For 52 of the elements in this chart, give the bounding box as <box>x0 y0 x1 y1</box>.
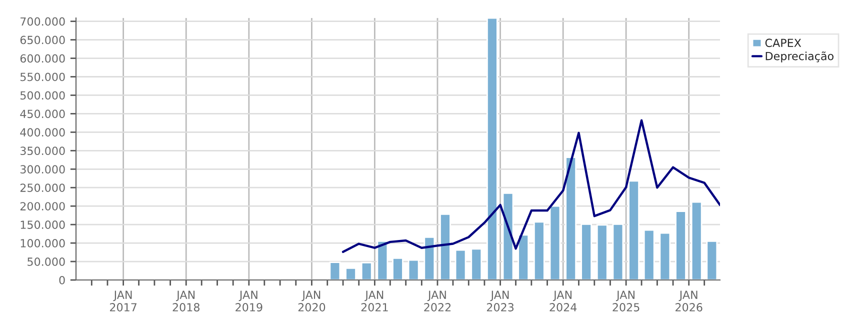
bar <box>424 236 436 280</box>
y-tick-label: 450.000 <box>20 110 65 118</box>
y-tick-label: 500.000 <box>20 91 65 100</box>
bar <box>486 18 498 280</box>
y-tick-label: 150.000 <box>20 220 65 229</box>
bar <box>565 156 577 280</box>
bar <box>392 258 404 280</box>
y-tick-label: 200.000 <box>20 202 65 210</box>
bar <box>533 221 545 280</box>
bar <box>329 262 341 280</box>
bar <box>518 234 530 280</box>
y-tick-label: 350.000 <box>20 146 65 156</box>
y-tick-label: 650.000 <box>20 36 65 44</box>
x-tick-label: JAN 2020 <box>298 290 326 312</box>
bar <box>612 224 624 280</box>
line-series <box>342 119 720 254</box>
bar <box>470 248 482 280</box>
bar <box>580 224 592 280</box>
y-tick-label: 0 <box>59 276 65 284</box>
x-tick-label: JAN 2024 <box>550 290 577 312</box>
x-tick-label: JAN 2022 <box>424 290 451 312</box>
y-tick-label: 700.000 <box>20 17 65 26</box>
bar <box>345 267 356 280</box>
y-tick-label: 250.000 <box>20 184 65 192</box>
bar <box>596 224 608 280</box>
bar <box>628 180 640 280</box>
y-tick-label: 550.000 <box>20 72 65 82</box>
y-tick-label: 600.000 <box>20 54 65 63</box>
x-tick-label: JAN 2018 <box>172 290 200 312</box>
legend-label: CAPEX <box>765 38 802 48</box>
bar <box>643 229 655 280</box>
x-tick-label: JAN 2019 <box>236 290 262 312</box>
bar <box>408 259 420 280</box>
x-tick-label: JAN 2021 <box>361 290 388 312</box>
y-tick-label: 50.000 <box>28 258 65 266</box>
x-tick-label: JAN 2025 <box>612 290 640 312</box>
y-tick-label: 300.000 <box>20 165 65 174</box>
legend-label: Depreciação <box>766 51 834 62</box>
x-tick-label: JAN 2023 <box>486 290 514 312</box>
bar <box>706 240 718 280</box>
bar <box>440 214 451 280</box>
bar <box>360 262 372 280</box>
bar <box>690 201 702 280</box>
y-tick-label: 400.000 <box>20 128 65 137</box>
y-tick-label: 100.000 <box>20 239 65 248</box>
bar <box>675 210 686 280</box>
bar <box>454 249 466 280</box>
bar <box>376 240 388 280</box>
bar <box>659 232 671 280</box>
x-tick-label: JAN 2026 <box>676 290 702 312</box>
x-tick-label: JAN 2017 <box>110 290 137 312</box>
bar <box>549 205 561 280</box>
